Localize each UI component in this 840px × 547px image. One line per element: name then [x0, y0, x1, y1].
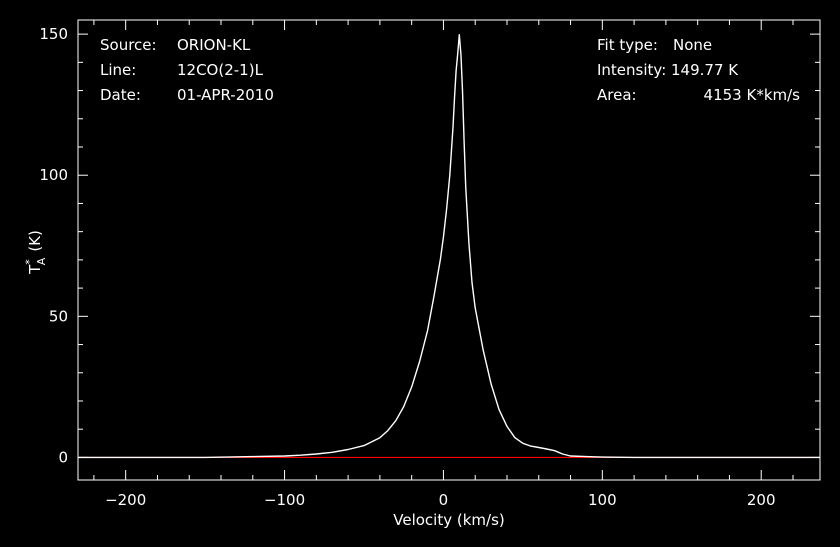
y-axis-label-sup: *	[23, 259, 36, 265]
line-label: Line:	[100, 61, 136, 79]
source-label: Source:	[100, 36, 157, 54]
date-value: 01-APR-2010	[177, 86, 274, 104]
x-axis-label: Velocity (km/s)	[393, 511, 504, 529]
intensity-value: 149.77 K	[671, 61, 739, 79]
intensity-label: Intensity:	[597, 61, 666, 79]
fit-type-label: Fit type:	[597, 36, 658, 54]
x-tick-label: 100	[588, 491, 617, 509]
date-label: Date:	[100, 86, 141, 104]
y-tick-label: 150	[39, 25, 68, 43]
y-tick-label: 50	[49, 307, 68, 325]
y-tick-label: 0	[58, 448, 68, 466]
y-axis-label-unit: (K)	[26, 230, 44, 252]
area-label: Area:	[597, 86, 637, 104]
spectrum-line	[78, 34, 820, 459]
x-tick-label: 0	[439, 491, 449, 509]
area-value: 4153 K*km/s	[704, 86, 801, 104]
svg-text:T*A(K): T*A (K)	[23, 230, 48, 275]
fit-type-value: None	[673, 36, 712, 54]
x-tick-label: 200	[747, 491, 776, 509]
x-tick-label: −200	[105, 491, 146, 509]
annotation-layer: Source: ORION-KL Line: 12CO(2-1)L Date: …	[100, 36, 800, 104]
y-axis-label-symbol: T	[26, 264, 44, 275]
plot-frame	[77, 19, 821, 481]
x-tick-label: −100	[264, 491, 305, 509]
line-value: 12CO(2-1)L	[177, 61, 264, 79]
y-axis-label-sub: A	[35, 257, 48, 265]
source-value: ORION-KL	[177, 36, 251, 54]
y-tick-label: 100	[39, 166, 68, 184]
series-layer	[78, 34, 820, 459]
tick-layer: −200 −100 0 100 200 0 50 100 150	[39, 20, 820, 509]
y-axis-label: T*A (K)	[23, 230, 48, 275]
